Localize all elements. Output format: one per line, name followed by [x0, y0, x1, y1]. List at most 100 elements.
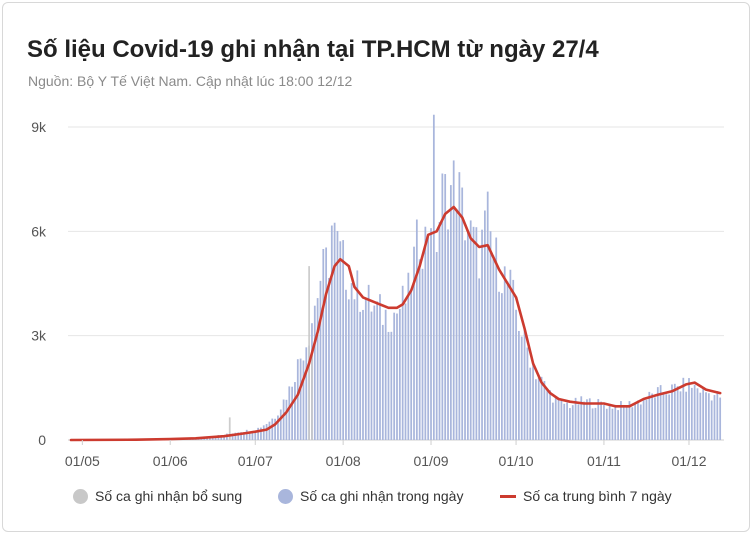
daily-bar: [603, 405, 605, 440]
daily-bar: [699, 392, 702, 440]
daily-bar: [257, 427, 259, 440]
daily-bar: [475, 227, 478, 440]
daily-bar: [710, 400, 713, 440]
daily-bar: [642, 399, 645, 440]
daily-bar: [526, 347, 529, 440]
daily-bar: [288, 386, 291, 440]
daily-bar: [452, 160, 455, 441]
daily-bar: [634, 402, 637, 440]
daily-bar: [359, 311, 362, 440]
daily-bar: [345, 289, 347, 440]
daily-bar: [251, 431, 254, 440]
x-tick-label: 01/07: [238, 453, 273, 469]
daily-bar: [486, 191, 489, 440]
daily-bar: [481, 229, 483, 440]
daily-bar: [336, 231, 339, 440]
legend-item-daily[interactable]: Số ca ghi nhận trong ngày: [278, 488, 463, 504]
daily-bar: [384, 309, 387, 440]
daily-bar: [339, 241, 342, 440]
daily-bar: [410, 289, 413, 440]
daily-bar: [447, 229, 449, 440]
daily-bar: [535, 379, 537, 440]
daily-bar: [373, 305, 376, 440]
daily-bar: [719, 397, 722, 440]
legend-item-supplement[interactable]: Số ca ghi nhận bổ sung: [73, 488, 242, 504]
daily-bar: [679, 391, 682, 440]
daily-bar: [611, 408, 614, 440]
x-tick-label: 01/08: [326, 453, 361, 469]
daily-bar: [407, 272, 410, 440]
daily-bar: [665, 394, 668, 440]
daily-bar: [597, 399, 600, 440]
avg7-line: [69, 205, 722, 442]
daily-bar: [455, 208, 458, 440]
supplement-bars: [228, 266, 313, 440]
daily-bar: [347, 299, 350, 440]
daily-bar: [271, 418, 274, 440]
daily-bar: [262, 425, 265, 440]
daily-bar: [299, 358, 302, 440]
legend-daily-swatch: [278, 488, 293, 504]
daily-bars: [84, 114, 722, 441]
daily-bar: [381, 324, 384, 440]
daily-bar: [296, 359, 299, 440]
x-tick-label: 01/09: [413, 453, 448, 469]
daily-bar: [673, 383, 676, 440]
daily-bar: [537, 377, 540, 440]
daily-bar: [688, 378, 690, 440]
daily-bar: [659, 385, 662, 440]
daily-bar: [435, 252, 438, 440]
daily-bar: [580, 396, 583, 440]
daily-bar: [472, 226, 475, 440]
daily-bar: [240, 432, 242, 440]
daily-bar: [427, 237, 430, 440]
x-tick-label: 01/11: [587, 453, 621, 469]
legend-item-avg7[interactable]: Số ca trung bình 7 ngày: [500, 488, 672, 504]
daily-bar: [268, 421, 271, 440]
daily-bar: [620, 401, 622, 440]
daily-bar: [552, 402, 554, 440]
daily-bar: [413, 246, 415, 440]
daily-bar: [523, 327, 526, 440]
daily-bar: [282, 399, 285, 440]
daily-bar: [466, 232, 469, 440]
daily-bar: [294, 382, 296, 440]
daily-bar: [265, 424, 268, 440]
daily-bar: [387, 331, 390, 440]
daily-bar: [705, 392, 707, 440]
daily-bar: [696, 388, 699, 440]
daily-bar: [421, 268, 424, 440]
daily-bar: [625, 407, 628, 440]
daily-bar: [478, 278, 481, 440]
daily-bar: [248, 431, 251, 440]
daily-bar: [506, 281, 509, 440]
daily-bar: [260, 427, 262, 440]
daily-bar: [512, 279, 515, 440]
chart-title: Số liệu Covid-19 ghi nhận tại TP.HCM từ …: [27, 36, 599, 63]
daily-bar: [449, 185, 452, 440]
daily-bar: [223, 435, 225, 440]
y-tick-label: 9k: [31, 119, 47, 135]
daily-bar: [682, 377, 685, 440]
daily-bar: [574, 397, 577, 440]
legend-supplement-label: Số ca ghi nhận bổ sung: [95, 488, 243, 504]
daily-bar: [277, 415, 279, 440]
daily-bar: [690, 387, 693, 440]
daily-bar: [469, 220, 472, 440]
legend-daily-label: Số ca ghi nhận trong ngày: [300, 488, 464, 504]
daily-bar: [390, 331, 393, 440]
daily-bar: [291, 386, 293, 440]
daily-bar: [302, 360, 305, 440]
daily-bar: [608, 403, 611, 440]
daily-bar: [614, 404, 617, 440]
daily-bar: [404, 303, 407, 440]
daily-bar: [549, 390, 551, 440]
chart-subtitle: Nguồn: Bộ Y Tế Việt Nam. Cập nhật lúc 18…: [28, 73, 353, 89]
x-axis: 01/05 01/06 01/07 01/08 01/09 01/10 01/11 01/12: [65, 440, 707, 469]
daily-bar: [685, 391, 688, 440]
daily-bar: [577, 404, 580, 440]
daily-bar: [668, 394, 671, 440]
y-axis: 0 3k 6k 9k: [31, 119, 47, 448]
daily-bar: [379, 294, 381, 440]
